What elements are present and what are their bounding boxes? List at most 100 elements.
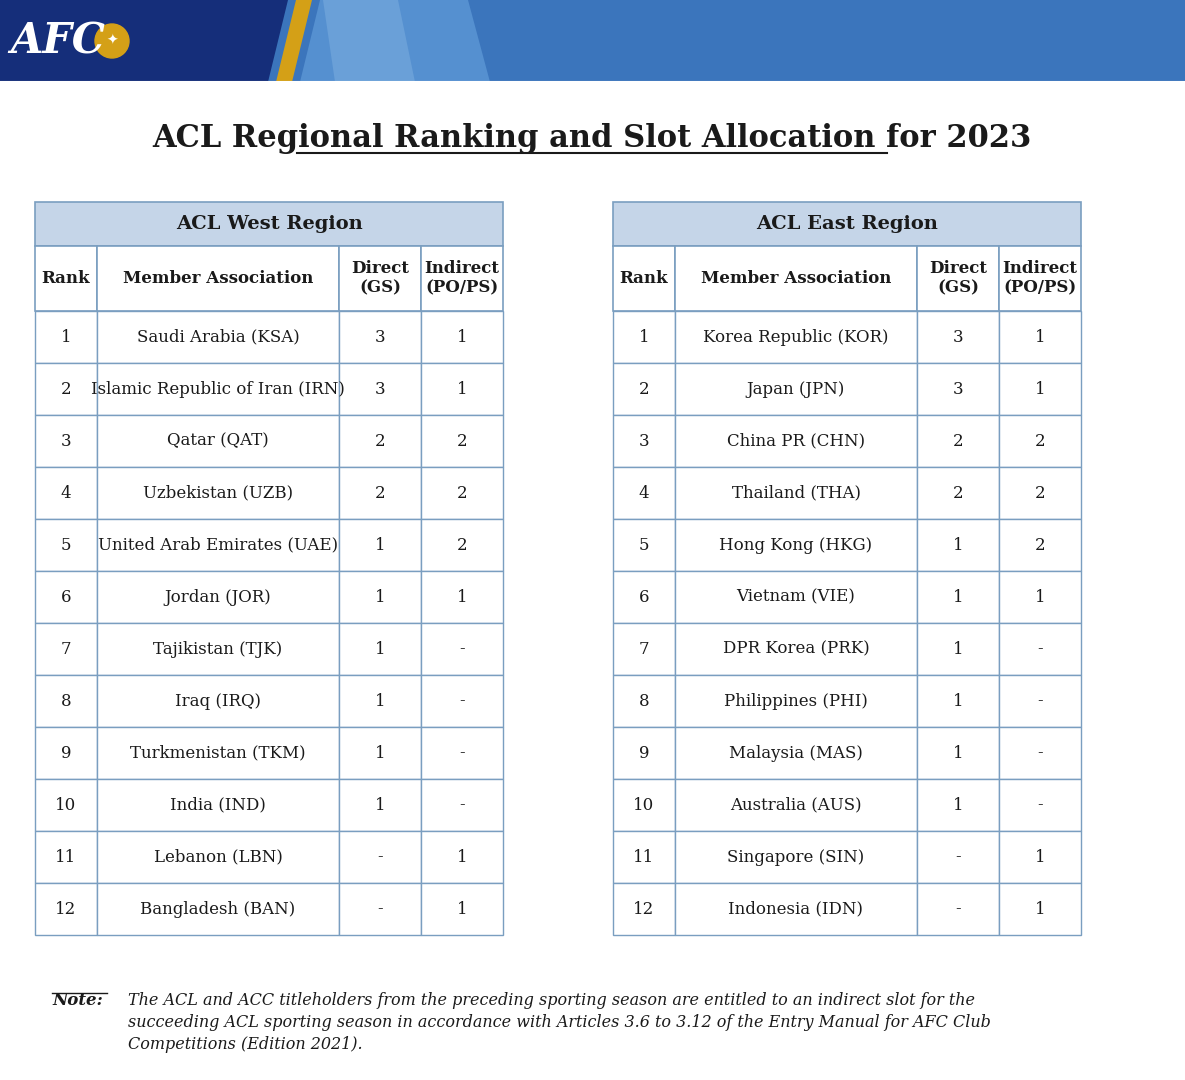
FancyBboxPatch shape	[917, 675, 999, 727]
FancyBboxPatch shape	[97, 675, 339, 727]
FancyBboxPatch shape	[421, 883, 502, 935]
Text: 2: 2	[1035, 485, 1045, 501]
FancyBboxPatch shape	[36, 571, 97, 623]
Text: Competitions (Edition 2021).: Competitions (Edition 2021).	[128, 1036, 363, 1053]
Text: Indonesia (IDN): Indonesia (IDN)	[729, 901, 864, 918]
FancyBboxPatch shape	[613, 727, 675, 779]
Text: Tajikistan (TJK): Tajikistan (TJK)	[153, 640, 283, 658]
FancyBboxPatch shape	[36, 779, 97, 831]
Text: -: -	[460, 744, 465, 761]
FancyBboxPatch shape	[999, 571, 1081, 623]
Text: 4: 4	[639, 485, 649, 501]
FancyBboxPatch shape	[97, 246, 339, 311]
FancyBboxPatch shape	[999, 519, 1081, 571]
FancyBboxPatch shape	[421, 311, 502, 363]
Text: 2: 2	[953, 432, 963, 449]
FancyBboxPatch shape	[97, 779, 339, 831]
FancyBboxPatch shape	[999, 246, 1081, 311]
FancyBboxPatch shape	[675, 623, 917, 675]
Text: 4: 4	[60, 485, 71, 501]
Text: DPR Korea (PRK): DPR Korea (PRK)	[723, 640, 870, 658]
FancyBboxPatch shape	[613, 779, 675, 831]
Text: 1: 1	[639, 328, 649, 346]
Text: ✦: ✦	[107, 33, 117, 48]
Text: 1: 1	[953, 744, 963, 761]
FancyBboxPatch shape	[675, 246, 917, 311]
Text: 1: 1	[60, 328, 71, 346]
Text: Japan (JPN): Japan (JPN)	[747, 380, 845, 397]
FancyBboxPatch shape	[917, 311, 999, 363]
Text: Saudi Arabia (KSA): Saudi Arabia (KSA)	[136, 328, 300, 346]
FancyBboxPatch shape	[97, 623, 339, 675]
FancyBboxPatch shape	[613, 519, 675, 571]
FancyBboxPatch shape	[613, 467, 675, 519]
Text: -: -	[1037, 797, 1043, 813]
Text: 3: 3	[953, 328, 963, 346]
FancyBboxPatch shape	[917, 363, 999, 415]
FancyBboxPatch shape	[97, 467, 339, 519]
Text: 3: 3	[60, 432, 71, 449]
Text: 2: 2	[456, 432, 467, 449]
FancyBboxPatch shape	[339, 831, 421, 883]
FancyBboxPatch shape	[999, 623, 1081, 675]
FancyBboxPatch shape	[339, 675, 421, 727]
Text: 10: 10	[633, 797, 654, 813]
Text: Bangladesh (BAN): Bangladesh (BAN)	[140, 901, 295, 918]
FancyBboxPatch shape	[613, 311, 675, 363]
Text: Philippines (PHI): Philippines (PHI)	[724, 692, 867, 710]
FancyBboxPatch shape	[675, 363, 917, 415]
Text: 1: 1	[374, 744, 385, 761]
Text: Vietnam (VIE): Vietnam (VIE)	[737, 589, 856, 606]
Text: 3: 3	[374, 328, 385, 346]
Text: 10: 10	[56, 797, 77, 813]
Text: succeeding ACL sporting season in accordance with Articles 3.6 to 3.12 of the En: succeeding ACL sporting season in accord…	[128, 1014, 991, 1031]
Text: 8: 8	[60, 692, 71, 710]
FancyBboxPatch shape	[339, 467, 421, 519]
FancyBboxPatch shape	[339, 727, 421, 779]
FancyBboxPatch shape	[999, 727, 1081, 779]
FancyBboxPatch shape	[613, 675, 675, 727]
FancyBboxPatch shape	[613, 623, 675, 675]
FancyBboxPatch shape	[421, 415, 502, 467]
FancyBboxPatch shape	[675, 883, 917, 935]
FancyBboxPatch shape	[613, 363, 675, 415]
FancyBboxPatch shape	[917, 519, 999, 571]
Text: Uzbekistan (UZB): Uzbekistan (UZB)	[143, 485, 293, 501]
Text: 2: 2	[374, 485, 385, 501]
Text: 1: 1	[953, 797, 963, 813]
Text: India (IND): India (IND)	[171, 797, 265, 813]
Text: 1: 1	[374, 640, 385, 658]
FancyBboxPatch shape	[339, 571, 421, 623]
FancyBboxPatch shape	[675, 415, 917, 467]
Text: 6: 6	[639, 589, 649, 606]
Text: 1: 1	[1035, 589, 1045, 606]
FancyBboxPatch shape	[97, 727, 339, 779]
Text: 1: 1	[1035, 901, 1045, 918]
Text: Indirect
(PO/PS): Indirect (PO/PS)	[424, 260, 500, 297]
FancyBboxPatch shape	[917, 467, 999, 519]
Text: Indirect
(PO/PS): Indirect (PO/PS)	[1003, 260, 1077, 297]
Circle shape	[95, 24, 129, 58]
FancyBboxPatch shape	[613, 571, 675, 623]
FancyBboxPatch shape	[999, 675, 1081, 727]
FancyBboxPatch shape	[917, 571, 999, 623]
Text: 7: 7	[60, 640, 71, 658]
Text: 12: 12	[56, 901, 77, 918]
FancyBboxPatch shape	[36, 363, 97, 415]
FancyBboxPatch shape	[613, 246, 675, 311]
FancyBboxPatch shape	[917, 623, 999, 675]
FancyBboxPatch shape	[97, 363, 339, 415]
FancyBboxPatch shape	[917, 831, 999, 883]
Text: Hong Kong (HKG): Hong Kong (HKG)	[719, 537, 872, 553]
Text: Qatar (QAT): Qatar (QAT)	[167, 432, 269, 449]
Text: 3: 3	[639, 432, 649, 449]
Text: Member Association: Member Association	[123, 270, 313, 287]
Text: 1: 1	[1035, 328, 1045, 346]
FancyBboxPatch shape	[97, 311, 339, 363]
Text: 3: 3	[374, 380, 385, 397]
FancyBboxPatch shape	[97, 571, 339, 623]
FancyBboxPatch shape	[36, 519, 97, 571]
FancyBboxPatch shape	[339, 779, 421, 831]
Text: 1: 1	[953, 589, 963, 606]
FancyBboxPatch shape	[421, 675, 502, 727]
